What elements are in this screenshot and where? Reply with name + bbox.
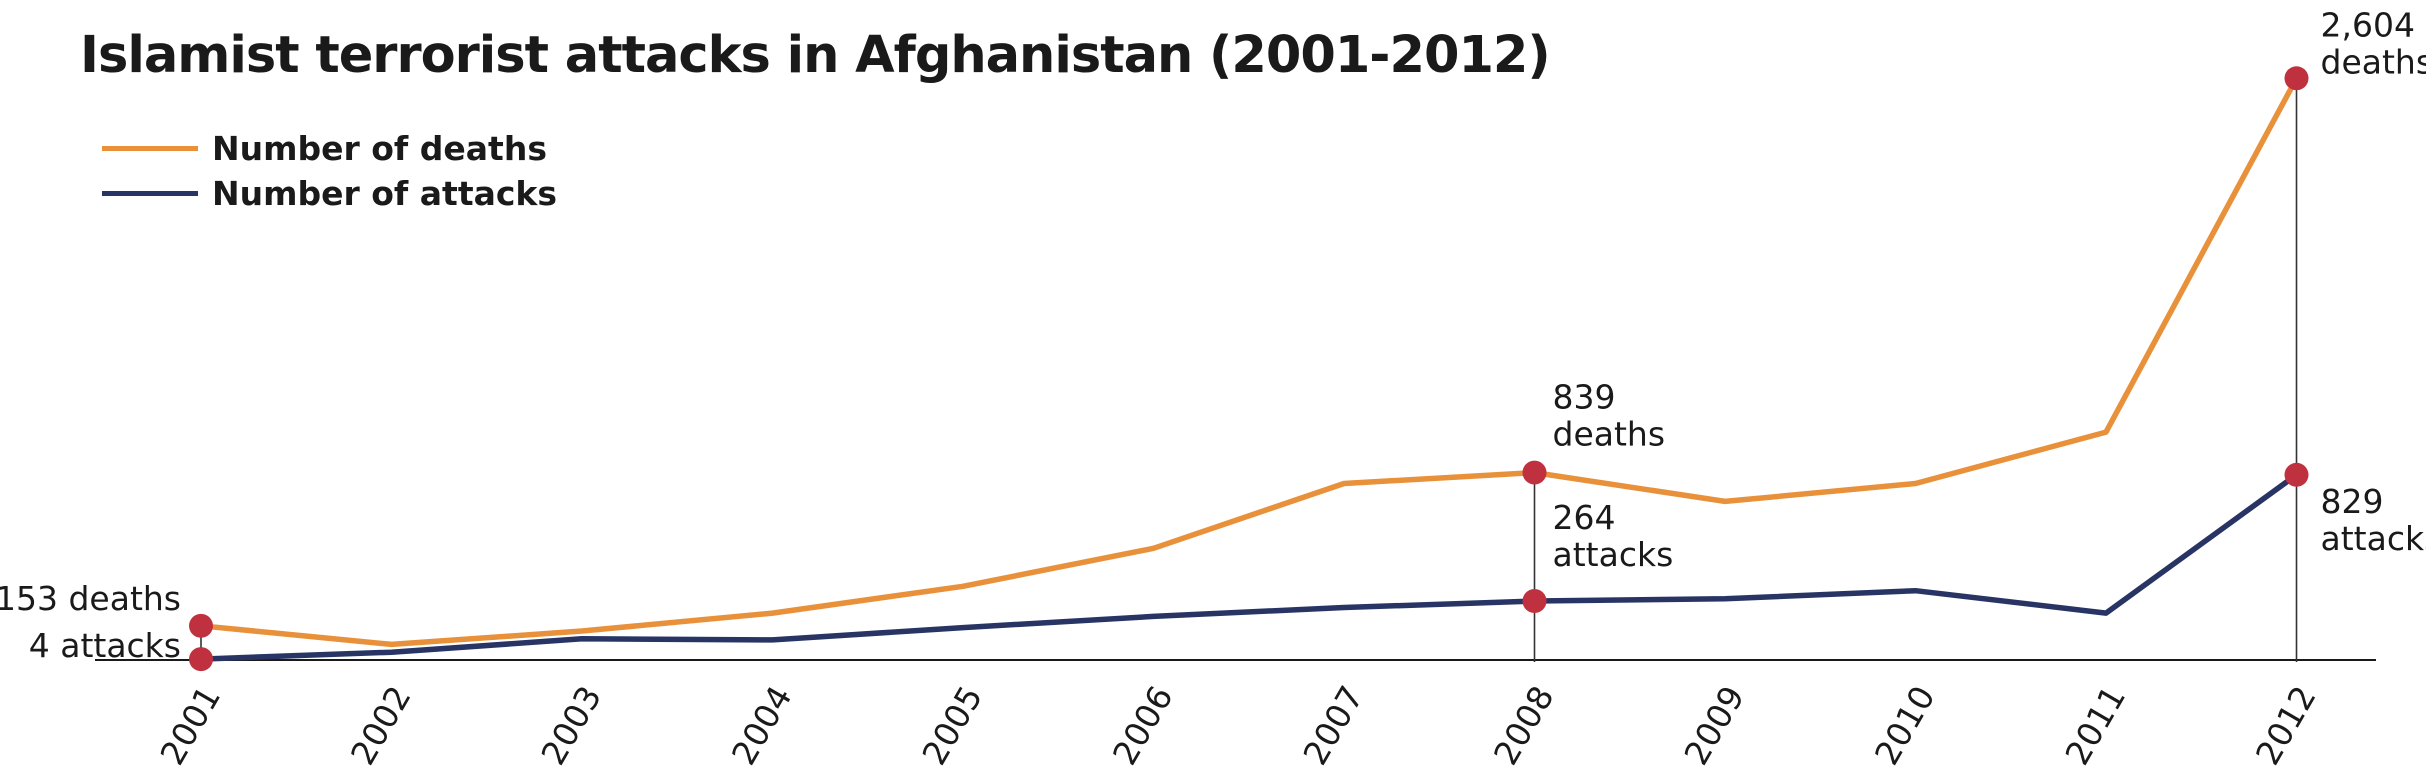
annotation-deaths-2001: 153 deaths bbox=[0, 579, 181, 618]
annotation-attacks-2001: 4 attacks bbox=[29, 626, 181, 665]
legend-label-deaths: Number of deaths bbox=[212, 129, 547, 168]
x-tick-label-2006: 2006 bbox=[1105, 679, 1181, 771]
legend-item-deaths: Number of deaths bbox=[102, 126, 557, 171]
annotation-attacks-2012-line-1: 829 bbox=[2321, 482, 2384, 521]
x-tick-label-2004: 2004 bbox=[724, 679, 800, 771]
annotation-deaths-2012-line-2: deaths bbox=[2321, 42, 2426, 81]
annotation-attacks-2012-line-2: attacks bbox=[2321, 519, 2426, 558]
annotation-attacks-2008-line-1: 264 bbox=[1553, 498, 1616, 537]
annotation-deaths-2012-line-1: 2,604 bbox=[2321, 5, 2415, 44]
annotation-deaths-2008-line-2: deaths bbox=[1553, 415, 1666, 454]
x-tick-label-2008: 2008 bbox=[1486, 679, 1562, 771]
x-tick-label-2009: 2009 bbox=[1676, 679, 1752, 771]
series-line-deaths bbox=[198, 75, 2300, 648]
x-tick-label-2002: 2002 bbox=[343, 679, 419, 771]
legend-swatch-attacks bbox=[102, 191, 198, 196]
marker-deaths-2001 bbox=[189, 613, 213, 638]
legend-swatch-deaths bbox=[102, 146, 198, 151]
marker-attacks-2012 bbox=[2284, 462, 2309, 487]
x-tick-label-2007: 2007 bbox=[1295, 679, 1371, 771]
series-line-attacks bbox=[198, 472, 2300, 662]
marker-deaths-2008 bbox=[1522, 460, 1547, 485]
x-tick-label-2010: 2010 bbox=[1867, 679, 1943, 771]
marker-attacks-2001 bbox=[189, 647, 213, 672]
chart-title: Islamist terrorist attacks in Afghanista… bbox=[80, 26, 1551, 85]
x-tick-label-2012: 2012 bbox=[2248, 679, 2324, 771]
marker-deaths-2012 bbox=[2284, 66, 2309, 91]
x-tick-label-2001: 2001 bbox=[152, 679, 228, 771]
legend-label-attacks: Number of attacks bbox=[212, 174, 558, 213]
x-tick-label-2003: 2003 bbox=[533, 679, 609, 771]
legend-item-attacks: Number of attacks bbox=[102, 171, 557, 216]
chart-legend: Number of deaths Number of attacks bbox=[102, 126, 557, 216]
marker-attacks-2008 bbox=[1522, 589, 1547, 614]
annotation-attacks-2008-line-2: attacks bbox=[1553, 535, 1674, 574]
x-tick-label-2005: 2005 bbox=[914, 679, 990, 771]
annotation-deaths-2008-line-1: 839 bbox=[1553, 378, 1616, 417]
x-tick-label-2011: 2011 bbox=[2057, 679, 2133, 771]
